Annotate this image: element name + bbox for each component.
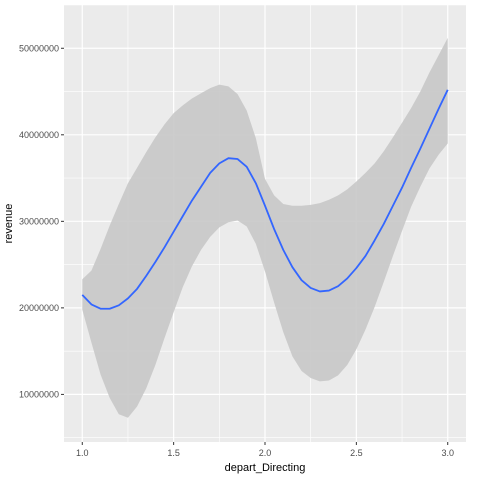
x-tick-label: 2.0 xyxy=(259,448,272,458)
y-tick-label: 50000000 xyxy=(19,43,59,53)
y-tick-label: 40000000 xyxy=(19,130,59,140)
y-tick-label: 10000000 xyxy=(19,389,59,399)
y-tick-label: 30000000 xyxy=(19,216,59,226)
x-tick-label: 1.0 xyxy=(76,448,89,458)
y-tick-label: 20000000 xyxy=(19,303,59,313)
x-tick-label: 2.5 xyxy=(350,448,363,458)
smooth-line xyxy=(81,89,449,310)
x-tick-label: 3.0 xyxy=(441,448,454,458)
y-axis-title: revenue xyxy=(3,204,15,244)
x-axis: 1.0 1.5 2.0 2.5 3.0 xyxy=(76,442,454,458)
x-tick-label: 1.5 xyxy=(167,448,180,458)
y-axis: 10000000 20000000 30000000 40000000 50000000 xyxy=(19,43,64,399)
confidence-ribbon xyxy=(82,37,448,418)
x-axis-title: depart_Directing xyxy=(225,462,306,474)
